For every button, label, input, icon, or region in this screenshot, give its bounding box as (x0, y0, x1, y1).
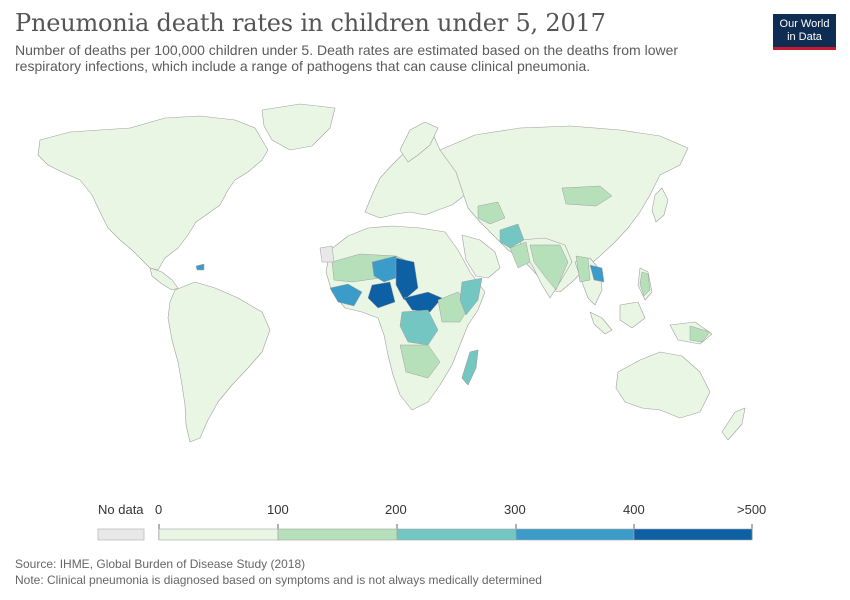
chart-title: Pneumonia death rates in children under … (15, 9, 606, 37)
legend-tick-0: 0 (155, 502, 163, 517)
nigeria (367, 281, 396, 309)
south-america (167, 281, 271, 443)
world-map[interactable] (0, 80, 850, 500)
north-america (37, 115, 269, 271)
arabia (461, 234, 501, 279)
pakistan (509, 241, 531, 269)
legend-bin-0-100[interactable] (158, 528, 279, 541)
central-america (149, 267, 179, 291)
legend-bin-200-300[interactable] (396, 528, 517, 541)
legend-no-data-swatch[interactable] (97, 528, 145, 541)
owid-logo[interactable]: Our World in Data (773, 14, 836, 50)
legend-tick-400: 400 (623, 502, 645, 517)
legend-scale (97, 524, 753, 541)
chad (395, 257, 419, 301)
niger (371, 255, 403, 283)
legend-bin-400-500[interactable] (633, 528, 753, 541)
myanmar (575, 255, 591, 283)
japan (651, 187, 669, 223)
papua-new-guinea (689, 325, 711, 343)
borneo (619, 301, 646, 329)
australia (615, 351, 711, 419)
scandinavia (399, 121, 439, 163)
legend-tick-100: 100 (267, 502, 289, 517)
legend-no-data-label: No data (98, 502, 144, 517)
southern-africa (399, 344, 441, 379)
legend-bin-300-400[interactable] (515, 528, 635, 541)
west-africa-coast (329, 283, 363, 307)
chart-subtitle: Number of deaths per 100,000 children un… (15, 42, 679, 74)
logo-line-2: in Data (787, 31, 822, 43)
central-asia (477, 201, 506, 225)
india-fill (529, 244, 569, 291)
western-sahara (319, 245, 335, 263)
haiti (195, 263, 205, 271)
philippines-fill (639, 271, 651, 297)
high-rate-regions (195, 185, 711, 386)
new-zealand (721, 407, 746, 441)
somalia (459, 277, 483, 316)
afghanistan (499, 223, 525, 249)
logo-line-1: Our World (779, 18, 830, 30)
greenland (261, 103, 336, 151)
legend-tick-200: 200 (385, 502, 407, 517)
methodology-note: Note: Clinical pneumonia is diagnosed ba… (15, 573, 542, 587)
laos (589, 264, 605, 283)
asia (439, 125, 689, 293)
source-note: Source: IHME, Global Burden of Disease S… (15, 557, 306, 571)
central-african-rep (403, 291, 443, 313)
legend-bin-100-200[interactable] (277, 528, 398, 541)
madagascar-fill (461, 349, 479, 386)
legend-tick-300: 300 (504, 502, 526, 517)
sumatra (589, 311, 613, 335)
mongolia (561, 185, 613, 207)
legend-tick-500: >500 (737, 502, 767, 517)
